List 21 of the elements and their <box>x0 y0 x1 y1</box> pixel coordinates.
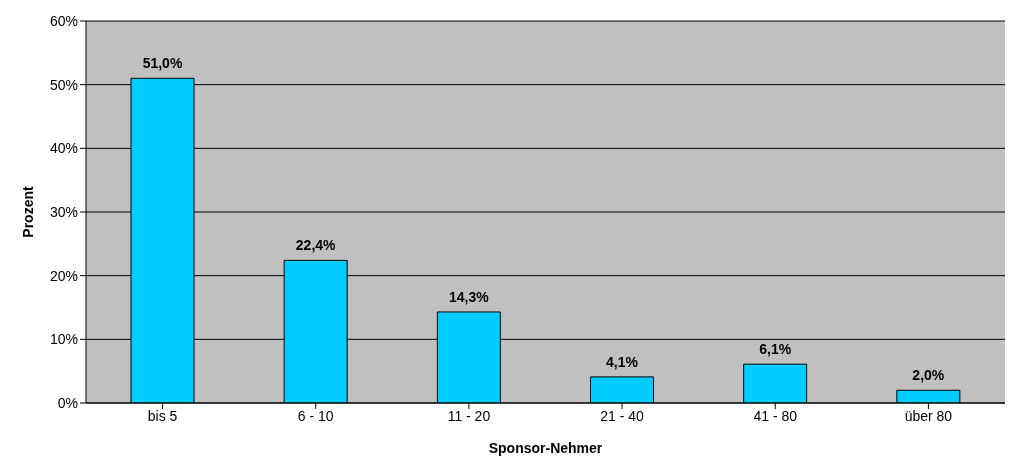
y-tick-label: 50% <box>49 76 78 93</box>
y-tick-label: 0% <box>57 394 78 411</box>
x-tick-label: 41 - 80 <box>753 407 798 424</box>
x-tick-label: 6 - 10 <box>297 407 334 424</box>
y-tick-label: 40% <box>49 140 78 157</box>
x-tick-label: 11 - 20 <box>447 407 491 424</box>
y-tick-label: 10% <box>49 331 78 348</box>
x-axis-title: Sponsor-Nehmer <box>488 440 603 456</box>
data-label: 6,1% <box>759 341 792 358</box>
data-label: 51,0% <box>142 55 183 72</box>
y-tick-label: 20% <box>49 267 78 284</box>
data-label: 4,1% <box>606 353 639 370</box>
data-label: 2,0% <box>912 367 945 384</box>
data-label: 14,3% <box>448 288 490 305</box>
x-tick-label: 21 - 40 <box>600 407 645 424</box>
y-tick-label: 30% <box>49 203 78 220</box>
x-tick-label: bis 5 <box>147 407 178 424</box>
x-tick-label: über 80 <box>904 407 953 424</box>
data-label: 22,4% <box>295 237 337 254</box>
y-tick-label: 60% <box>49 12 78 29</box>
y-axis-title: Prozent <box>19 186 36 238</box>
